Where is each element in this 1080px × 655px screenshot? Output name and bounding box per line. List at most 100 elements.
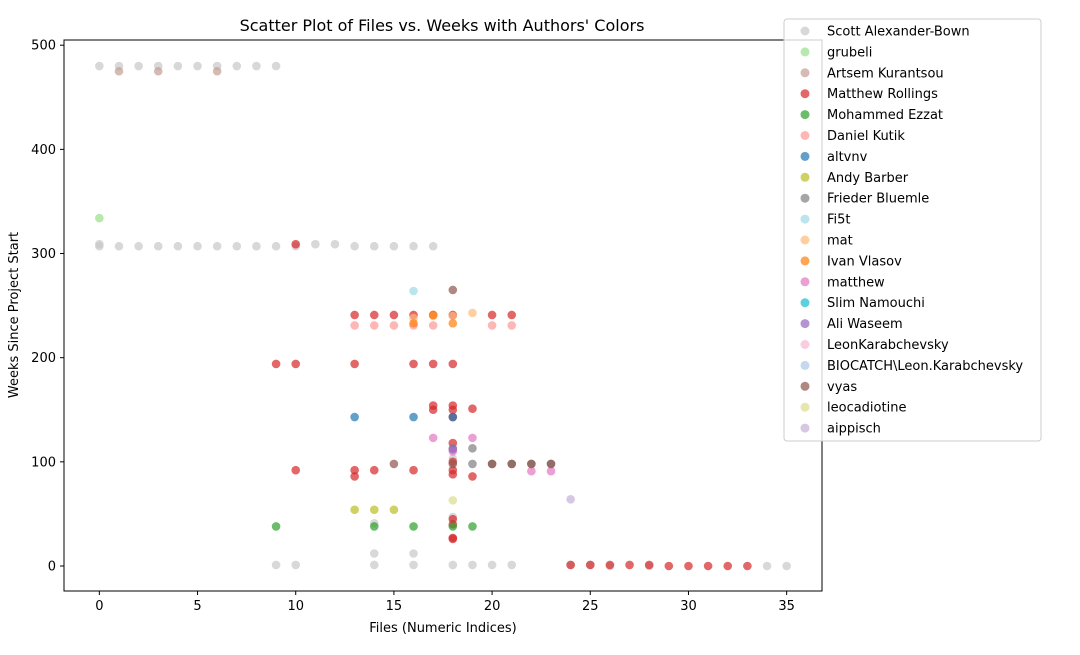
data-point [448, 359, 458, 369]
chart-title: Scatter Plot of Files vs. Weeks with Aut… [240, 16, 645, 35]
x-tick-label: 35 [778, 599, 795, 614]
data-point [448, 534, 458, 544]
data-point [350, 321, 359, 330]
data-point [625, 560, 634, 570]
data-point [487, 560, 497, 570]
data-point [448, 319, 458, 328]
data-point [546, 459, 556, 469]
legend-frame [783, 18, 1042, 442]
data-point [291, 560, 301, 570]
legend-marker [800, 256, 810, 266]
data-point [468, 444, 477, 453]
data-point [95, 241, 104, 251]
data-point [487, 459, 497, 469]
data-point [448, 496, 458, 505]
data-point [507, 459, 517, 469]
data-point [369, 241, 379, 251]
legend-label: Scott Alexander-Bown [827, 25, 970, 40]
data-point [350, 412, 359, 422]
legend-label: mat [827, 234, 853, 249]
legend-label: grubeli [827, 45, 872, 60]
data-point [487, 310, 497, 320]
data-point [428, 359, 438, 369]
data-point [330, 239, 340, 249]
legend-label: Slim Namouchi [827, 296, 925, 311]
data-point [350, 472, 359, 481]
data-point [743, 561, 752, 571]
legend-label: Mohammed Ezzat [827, 108, 943, 123]
data-point [546, 466, 556, 476]
data-point [232, 241, 242, 251]
legend-marker [800, 423, 810, 433]
data-point [134, 241, 143, 251]
data-point [389, 310, 399, 320]
y-tick-label: 100 [31, 455, 56, 470]
data-point [369, 310, 379, 320]
data-point [389, 459, 399, 469]
data-point [487, 321, 497, 330]
data-point [468, 433, 477, 443]
legend-marker [800, 360, 810, 370]
points-layer [95, 61, 791, 571]
legend-label: Frieder Bluemle [827, 192, 929, 207]
data-point [428, 405, 438, 415]
data-point [114, 241, 124, 251]
data-point [527, 459, 536, 469]
legend-label: leocadiotine [827, 401, 906, 416]
y-axis: 0 100 200 300 400 500 [31, 39, 64, 575]
data-point [350, 505, 359, 515]
data-point [350, 465, 359, 475]
data-point [409, 522, 418, 531]
legend-marker [800, 277, 810, 287]
data-point [350, 359, 359, 369]
data-point [507, 560, 517, 570]
legend-label: Ali Waseem [827, 317, 903, 332]
y-tick-label: 400 [31, 143, 56, 158]
data-point [409, 286, 418, 296]
data-point [409, 560, 418, 570]
data-point [507, 321, 517, 330]
data-point [684, 561, 693, 571]
data-point [291, 465, 301, 475]
data-point [212, 241, 222, 251]
legend-label: Ivan Vlasov [827, 254, 902, 269]
y-axis-label: Weeks Since Project Start [7, 232, 22, 398]
data-point [409, 465, 418, 475]
data-point [369, 505, 379, 515]
x-tick-label: 30 [680, 599, 697, 614]
data-point [448, 445, 458, 454]
data-point [468, 522, 477, 531]
legend-marker [800, 319, 810, 329]
data-point [350, 310, 359, 320]
plot-frame [63, 39, 823, 592]
data-point [252, 61, 261, 71]
legend-marker [800, 110, 810, 120]
data-point [644, 560, 654, 570]
data-point [153, 241, 163, 251]
legend-marker [800, 26, 810, 36]
x-tick-label: 5 [193, 599, 201, 614]
data-point [173, 241, 183, 251]
data-point [114, 66, 124, 76]
data-point [468, 459, 477, 469]
x-tick-label: 15 [386, 599, 403, 614]
data-point [409, 412, 418, 422]
legend-label: vyas [827, 380, 857, 395]
legend: Scott Alexander-Bown grubeli Artsem Kurant… [783, 18, 1042, 442]
legend-marker [800, 235, 810, 245]
y-tick-label: 500 [31, 39, 56, 54]
data-point [468, 308, 477, 318]
y-tick-label: 0 [48, 560, 56, 575]
data-point [95, 61, 104, 71]
x-tick-label: 25 [582, 599, 599, 614]
y-tick-label: 300 [31, 247, 56, 262]
data-point [193, 61, 202, 71]
data-point [448, 470, 458, 479]
legend-label: BIOCATCH\Leon.Karabchevsky [827, 359, 1023, 374]
data-point [605, 560, 615, 570]
legend-label: altvnv [827, 150, 868, 165]
data-point [389, 321, 399, 330]
data-point [527, 466, 536, 476]
data-point [389, 505, 399, 515]
